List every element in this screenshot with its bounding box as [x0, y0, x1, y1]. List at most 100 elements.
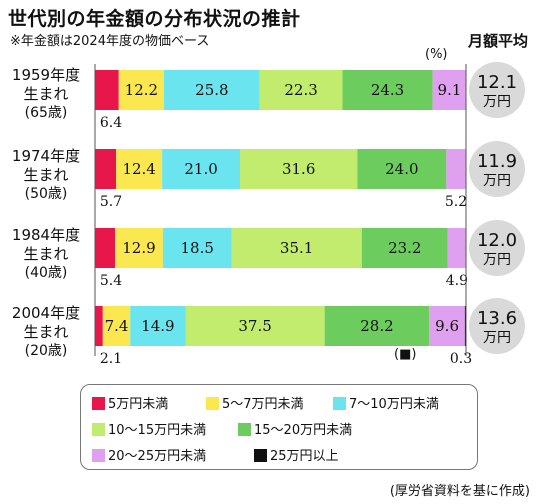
row-label-1984: 1984年度 生まれ (40歳)	[0, 226, 92, 283]
legend-item-7-10: 7〜10万円未満	[333, 393, 439, 412]
row-label-1959: 1959年度 生まれ (65歳)	[0, 66, 92, 123]
row-label-age: (40歳)	[24, 265, 68, 281]
data-label-below: 5.2	[445, 194, 467, 210]
bar-segment	[162, 149, 241, 189]
data-label-below: 6.4	[100, 115, 122, 131]
data-label: 12.4	[122, 160, 155, 178]
unit-label: (%)	[425, 47, 448, 62]
bar-segment	[357, 149, 447, 189]
bar-segment	[95, 306, 103, 346]
legend-label: 20〜25万円未満	[108, 449, 207, 464]
data-label-below: 4.9	[446, 273, 468, 289]
chart-title: 世代別の年金額の分布状況の推計	[8, 8, 301, 30]
data-label: 21.0	[184, 160, 217, 178]
bar-segment	[231, 228, 362, 268]
row-label-1974: 1974年度 生まれ (50歳)	[0, 147, 92, 204]
row-label-born: 生まれ	[23, 323, 69, 341]
row-label-age: (65歳)	[24, 105, 68, 121]
data-label: 24.3	[371, 81, 404, 99]
monthly-average-value: 12.1	[477, 72, 517, 93]
row-label-2004: 2004年度 生まれ (20歳)	[0, 304, 92, 361]
bar-segment	[240, 149, 358, 189]
data-label-below: 0.3	[450, 351, 472, 367]
legend-label: 25万円以上	[270, 449, 339, 464]
legend-swatch	[92, 423, 105, 436]
data-label: 9.6	[435, 317, 459, 335]
data-label: 22.3	[284, 81, 317, 99]
legend-swatch	[254, 449, 267, 462]
bar-segment	[118, 70, 165, 110]
monthly-average-header: 月額平均	[468, 32, 529, 50]
monthly-average-badge	[469, 141, 525, 197]
bar-segment	[342, 70, 433, 110]
monthly-average-badge	[469, 220, 525, 276]
data-label: 12.2	[125, 81, 158, 99]
legend-item-under-5: 5万円未満	[92, 393, 168, 412]
data-label: 31.6	[282, 160, 315, 178]
monthly-average-badge	[469, 298, 525, 354]
monthly-average-value: 13.6	[477, 308, 517, 329]
legend-label: 10〜15万円未満	[108, 423, 207, 438]
legend-swatch	[333, 397, 346, 410]
legend-item-5-7: 5〜7万円未満	[206, 393, 304, 412]
monthly-average-value: 12.0	[477, 230, 517, 251]
bar-segment	[432, 70, 467, 110]
data-label-below: 2.1	[100, 351, 122, 367]
bar-segment	[185, 306, 325, 346]
chart-subtitle: ※年金額は2024年度の物価ベース	[10, 34, 210, 49]
row-label-age: (20歳)	[24, 343, 68, 359]
black-segment-note: (■)	[394, 347, 417, 362]
bar-segment	[447, 228, 466, 268]
row-label-generation: 1974年度	[11, 147, 81, 165]
bar-segment	[429, 306, 465, 346]
monthly-average-badge	[469, 62, 525, 118]
data-label: 12.9	[122, 239, 155, 257]
monthly-average-unit: 万円	[483, 252, 511, 268]
bar-segment	[361, 228, 448, 268]
bar-segment	[162, 228, 232, 268]
data-label: 23.2	[388, 239, 421, 257]
bar-segment	[130, 306, 186, 346]
bar-segment	[95, 70, 119, 110]
legend-label: 15〜20万円未満	[254, 423, 353, 438]
data-label: 37.5	[238, 317, 271, 335]
bar-segment	[95, 228, 116, 268]
legend-label: 7〜10万円未満	[349, 397, 439, 412]
row-label-born: 生まれ	[23, 85, 69, 103]
data-label: 28.2	[360, 317, 393, 335]
legend-label: 5〜7万円未満	[222, 397, 304, 412]
legend-item-15-20: 15〜20万円未満	[238, 419, 352, 438]
legend-label: 5万円未満	[108, 397, 169, 412]
data-label: 18.5	[181, 239, 214, 257]
monthly-average-unit: 万円	[483, 94, 511, 110]
monthly-average-unit: 万円	[483, 330, 511, 346]
bar-segment	[446, 149, 466, 189]
row-label-generation: 1984年度	[11, 226, 81, 244]
bar-segment	[102, 306, 131, 346]
row-label-age: (50歳)	[24, 186, 68, 202]
data-label: 24.0	[385, 160, 418, 178]
row-label-born: 生まれ	[23, 166, 69, 184]
data-label-below: 5.4	[100, 273, 122, 289]
bar-segment	[164, 70, 260, 110]
row-label-generation: 2004年度	[11, 304, 81, 322]
bar-segment	[464, 306, 466, 346]
legend-swatch	[206, 397, 219, 410]
source-note: (厚労省資料を基に作成)	[389, 484, 530, 499]
data-label: 9.1	[438, 81, 462, 99]
bar-segment	[259, 70, 343, 110]
row-label-generation: 1959年度	[11, 66, 81, 84]
row-label-born: 生まれ	[23, 245, 69, 263]
data-label: 14.9	[141, 317, 174, 335]
data-label-below: 5.7	[100, 194, 122, 210]
legend-item-10-15: 10〜15万円未満	[92, 419, 206, 438]
legend-swatch	[92, 397, 105, 410]
monthly-average-unit: 万円	[483, 173, 511, 189]
bar-segment	[324, 306, 430, 346]
data-label: 25.8	[195, 81, 228, 99]
bar-segment	[95, 149, 117, 189]
legend-item-20-25: 20〜25万円未満	[92, 445, 206, 464]
monthly-average-value: 11.9	[477, 151, 517, 172]
legend	[80, 384, 478, 470]
legend-swatch	[238, 423, 251, 436]
